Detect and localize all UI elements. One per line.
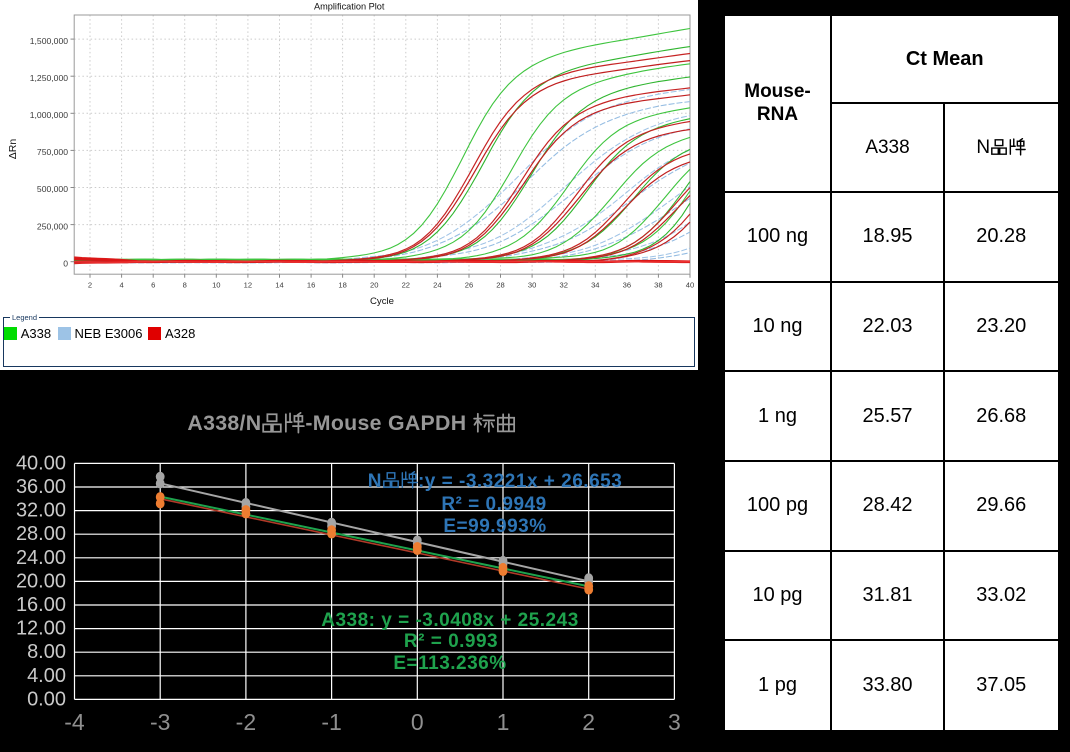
svg-text:20: 20 (370, 281, 378, 290)
svg-text:28: 28 (496, 281, 504, 290)
svg-text:6: 6 (151, 281, 155, 290)
svg-text:1,250,000: 1,250,000 (30, 73, 68, 83)
svg-text:8.00: 8.00 (27, 641, 66, 663)
svg-text:12.00: 12.00 (16, 618, 66, 640)
svg-text:-4: -4 (64, 709, 85, 735)
svg-text:16: 16 (307, 281, 315, 290)
svg-text:14: 14 (275, 281, 283, 290)
svg-text:2: 2 (88, 281, 92, 290)
svg-text:32: 32 (559, 281, 567, 290)
svg-text:2: 2 (582, 709, 595, 735)
svg-text:24: 24 (433, 281, 441, 290)
svg-text:750,000: 750,000 (37, 147, 68, 157)
svg-text:22: 22 (402, 281, 410, 290)
svg-text:36: 36 (623, 281, 631, 290)
svg-text:Cycle: Cycle (370, 296, 394, 307)
svg-text:ΔRn: ΔRn (7, 139, 19, 160)
svg-text:250,000: 250,000 (37, 221, 68, 231)
svg-text:4: 4 (119, 281, 123, 290)
svg-text:38: 38 (654, 281, 662, 290)
svg-text:0.00: 0.00 (27, 688, 66, 710)
svg-text:40: 40 (686, 281, 694, 290)
svg-text:1,000,000: 1,000,000 (30, 110, 68, 120)
svg-text:28.00: 28.00 (16, 523, 66, 545)
svg-text:36.00: 36.00 (16, 476, 66, 498)
svg-text:1: 1 (497, 709, 510, 735)
svg-text:32.00: 32.00 (16, 500, 66, 522)
svg-text:40.00: 40.00 (16, 452, 66, 474)
svg-text:0: 0 (63, 258, 68, 268)
svg-text:-2: -2 (236, 709, 256, 735)
svg-text:3: 3 (668, 709, 681, 735)
svg-text:20.00: 20.00 (16, 570, 66, 592)
svg-text:4.00: 4.00 (27, 665, 66, 687)
svg-text:0: 0 (411, 709, 424, 735)
svg-text:-3: -3 (150, 709, 170, 735)
svg-text:26: 26 (465, 281, 473, 290)
svg-text:34: 34 (591, 281, 599, 290)
svg-text:Amplification Plot: Amplification Plot (314, 2, 385, 12)
svg-text:8: 8 (183, 281, 187, 290)
svg-text:18: 18 (338, 281, 346, 290)
svg-text:24.00: 24.00 (16, 547, 66, 569)
svg-text:1,500,000: 1,500,000 (30, 36, 68, 46)
svg-text:16.00: 16.00 (16, 594, 66, 616)
svg-text:12: 12 (244, 281, 252, 290)
svg-text:500,000: 500,000 (37, 184, 68, 194)
svg-text:10: 10 (212, 281, 220, 290)
svg-text:-1: -1 (321, 709, 341, 735)
svg-text:30: 30 (528, 281, 536, 290)
